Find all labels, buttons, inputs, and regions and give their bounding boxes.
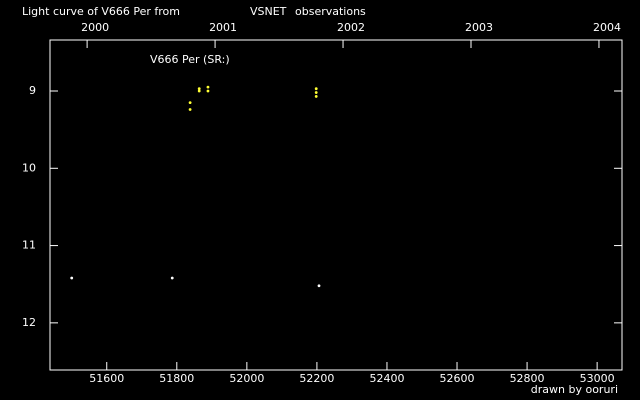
data-point	[314, 91, 318, 94]
x-tick-label: 52000	[229, 372, 264, 385]
x-tick-label: 51800	[159, 372, 194, 385]
x2-tick-label: 2001	[209, 21, 237, 34]
data-point	[206, 89, 210, 93]
x-tick-label: 52600	[440, 372, 475, 385]
chart-title: Light curve of V666 Per from	[22, 5, 180, 18]
data-point	[314, 87, 318, 91]
y-tick-label: 12	[22, 316, 36, 329]
x-tick-label: 53000	[580, 372, 615, 385]
chart-title: observations	[295, 5, 366, 18]
y-tick-label: 9	[29, 84, 36, 97]
x2-tick-label: 2002	[337, 21, 365, 34]
data-point	[188, 101, 192, 104]
data-point	[206, 85, 210, 89]
plot-frame	[49, 39, 623, 371]
x-tick-label: 52400	[369, 372, 404, 385]
y-tick-label: 11	[22, 239, 36, 252]
data-point	[170, 276, 174, 280]
x2-tick-label: 2003	[465, 21, 493, 34]
credit: drawn by ooruri	[531, 383, 618, 396]
data-point	[197, 89, 201, 93]
chart-title-highlight: VSNET	[250, 5, 287, 18]
data-point	[314, 95, 318, 98]
x-tick-label: 52200	[299, 372, 334, 385]
data-point	[188, 108, 192, 111]
x-tick-label: 51600	[89, 372, 124, 385]
data-point	[70, 276, 74, 280]
x2-tick-label: 2004	[593, 21, 621, 34]
y-tick-label: 10	[22, 161, 36, 174]
x-tick-label: 52800	[510, 372, 545, 385]
star-label: V666 Per (SR:)	[150, 53, 230, 66]
x2-tick-label: 2000	[81, 21, 109, 34]
data-point	[197, 87, 201, 91]
data-point	[317, 284, 321, 288]
